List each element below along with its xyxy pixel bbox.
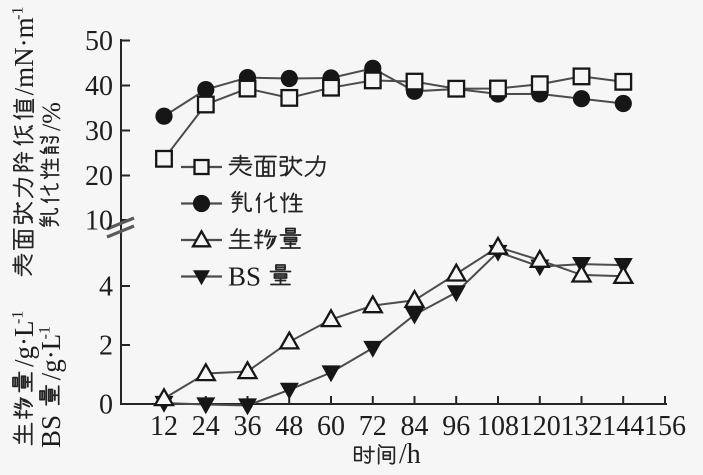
svg-text:84: 84 — [401, 411, 429, 442]
svg-text:10: 10 — [85, 206, 113, 237]
svg-text:50: 50 — [85, 26, 113, 57]
svg-text:40: 40 — [85, 71, 113, 102]
svg-text:2: 2 — [99, 331, 113, 362]
svg-text:4: 4 — [99, 272, 113, 303]
svg-text:132: 132 — [561, 411, 603, 442]
svg-text:30: 30 — [85, 116, 113, 147]
svg-text:-1: -1 — [10, 311, 27, 324]
svg-text:BS: BS — [36, 415, 66, 448]
svg-text:144: 144 — [602, 411, 644, 442]
svg-text:/g·L: /g·L — [9, 321, 39, 368]
svg-text:/h: /h — [399, 439, 421, 470]
svg-text:108: 108 — [477, 411, 519, 442]
svg-text:120: 120 — [519, 411, 561, 442]
svg-text:BS: BS — [228, 262, 261, 292]
svg-text:20: 20 — [85, 161, 113, 192]
svg-text:/%: /% — [37, 102, 66, 131]
svg-text:60: 60 — [317, 411, 345, 442]
svg-text:36: 36 — [234, 411, 262, 442]
svg-text:/g·L: /g·L — [36, 334, 66, 381]
svg-text:156: 156 — [644, 411, 686, 442]
svg-text:72: 72 — [359, 411, 387, 442]
svg-text:0: 0 — [99, 390, 113, 421]
svg-text:24: 24 — [192, 411, 220, 442]
svg-text:/mN·m: /mN·m — [9, 17, 39, 95]
svg-text:-1: -1 — [10, 6, 27, 19]
svg-text:12: 12 — [150, 411, 178, 442]
svg-text:48: 48 — [275, 411, 303, 442]
svg-text:-1: -1 — [37, 326, 54, 339]
svg-text:96: 96 — [442, 411, 470, 442]
